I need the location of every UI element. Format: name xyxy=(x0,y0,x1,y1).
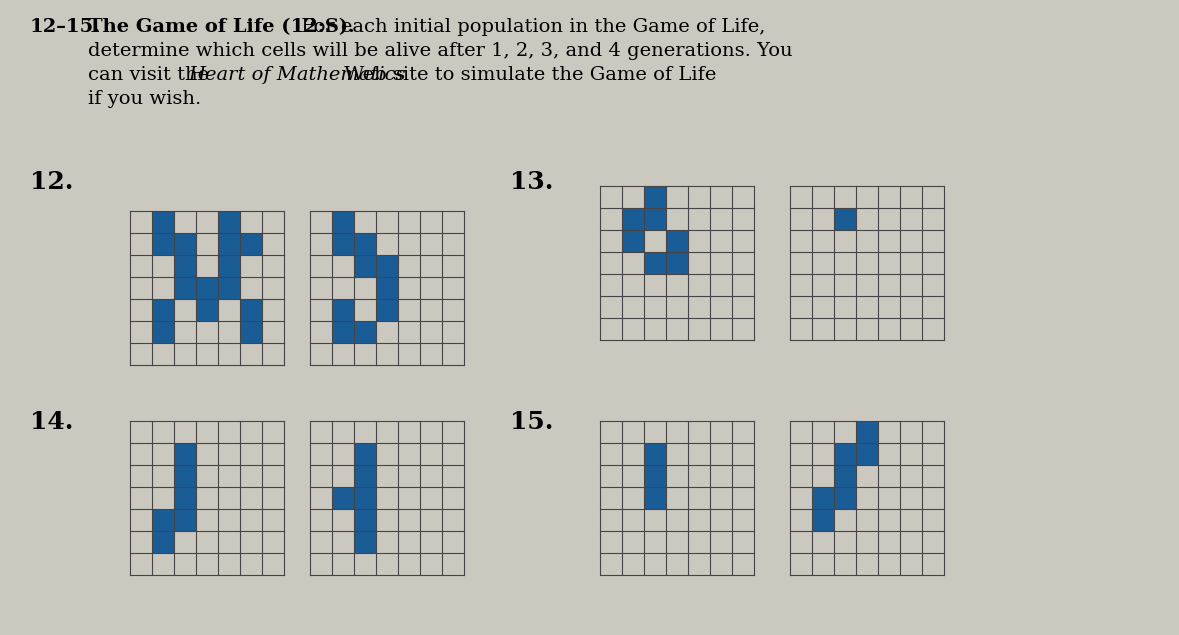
Bar xyxy=(644,252,666,274)
Text: if you wish.: if you wish. xyxy=(88,90,202,108)
Text: 15.: 15. xyxy=(511,410,553,434)
Bar xyxy=(218,255,241,277)
Bar xyxy=(623,230,644,252)
Bar xyxy=(218,211,241,233)
Bar xyxy=(834,465,856,487)
Bar xyxy=(332,211,354,233)
Bar xyxy=(644,465,666,487)
Bar xyxy=(644,487,666,509)
Bar xyxy=(152,299,174,321)
Bar xyxy=(376,299,399,321)
Bar xyxy=(152,233,174,255)
Text: 14.: 14. xyxy=(29,410,73,434)
Bar xyxy=(834,208,856,230)
Bar xyxy=(218,233,241,255)
Bar xyxy=(152,321,174,343)
Bar xyxy=(152,531,174,553)
Bar xyxy=(196,277,218,299)
Bar xyxy=(354,487,376,509)
Text: For each initial population in the Game of Life,: For each initial population in the Game … xyxy=(295,18,765,36)
Bar xyxy=(332,233,354,255)
Bar xyxy=(856,443,878,465)
Bar xyxy=(174,443,196,465)
Bar xyxy=(241,299,262,321)
Bar xyxy=(354,321,376,343)
Bar xyxy=(354,443,376,465)
Text: 12.: 12. xyxy=(29,170,73,194)
Bar xyxy=(856,421,878,443)
Bar xyxy=(174,233,196,255)
Bar xyxy=(332,321,354,343)
Bar xyxy=(666,252,689,274)
Bar xyxy=(152,509,174,531)
Bar xyxy=(241,321,262,343)
Bar xyxy=(354,509,376,531)
Bar xyxy=(174,465,196,487)
Text: The Game of Life (12:S).: The Game of Life (12:S). xyxy=(88,18,355,36)
Bar xyxy=(834,443,856,465)
Bar xyxy=(354,531,376,553)
Bar xyxy=(644,443,666,465)
Text: 13.: 13. xyxy=(511,170,553,194)
Bar xyxy=(174,277,196,299)
Text: Web site to simulate the Game of Life: Web site to simulate the Game of Life xyxy=(338,66,717,84)
Bar xyxy=(623,208,644,230)
Bar xyxy=(376,277,399,299)
Bar xyxy=(644,186,666,208)
Bar xyxy=(354,233,376,255)
Bar xyxy=(152,211,174,233)
Bar xyxy=(666,230,689,252)
Bar xyxy=(376,255,399,277)
Bar xyxy=(354,465,376,487)
Bar xyxy=(644,208,666,230)
Text: Heart of Mathematics: Heart of Mathematics xyxy=(187,66,406,84)
Text: can visit the: can visit the xyxy=(88,66,216,84)
Bar xyxy=(332,299,354,321)
Bar xyxy=(241,233,262,255)
Bar xyxy=(354,255,376,277)
Text: determine which cells will be alive after 1, 2, 3, and 4 generations. You: determine which cells will be alive afte… xyxy=(88,42,792,60)
Bar xyxy=(332,487,354,509)
Text: 12–15.: 12–15. xyxy=(29,18,101,36)
Bar xyxy=(218,277,241,299)
Bar xyxy=(812,487,834,509)
Bar xyxy=(174,255,196,277)
Bar xyxy=(196,299,218,321)
Bar xyxy=(812,509,834,531)
Bar xyxy=(174,487,196,509)
Bar xyxy=(174,509,196,531)
Bar xyxy=(834,487,856,509)
